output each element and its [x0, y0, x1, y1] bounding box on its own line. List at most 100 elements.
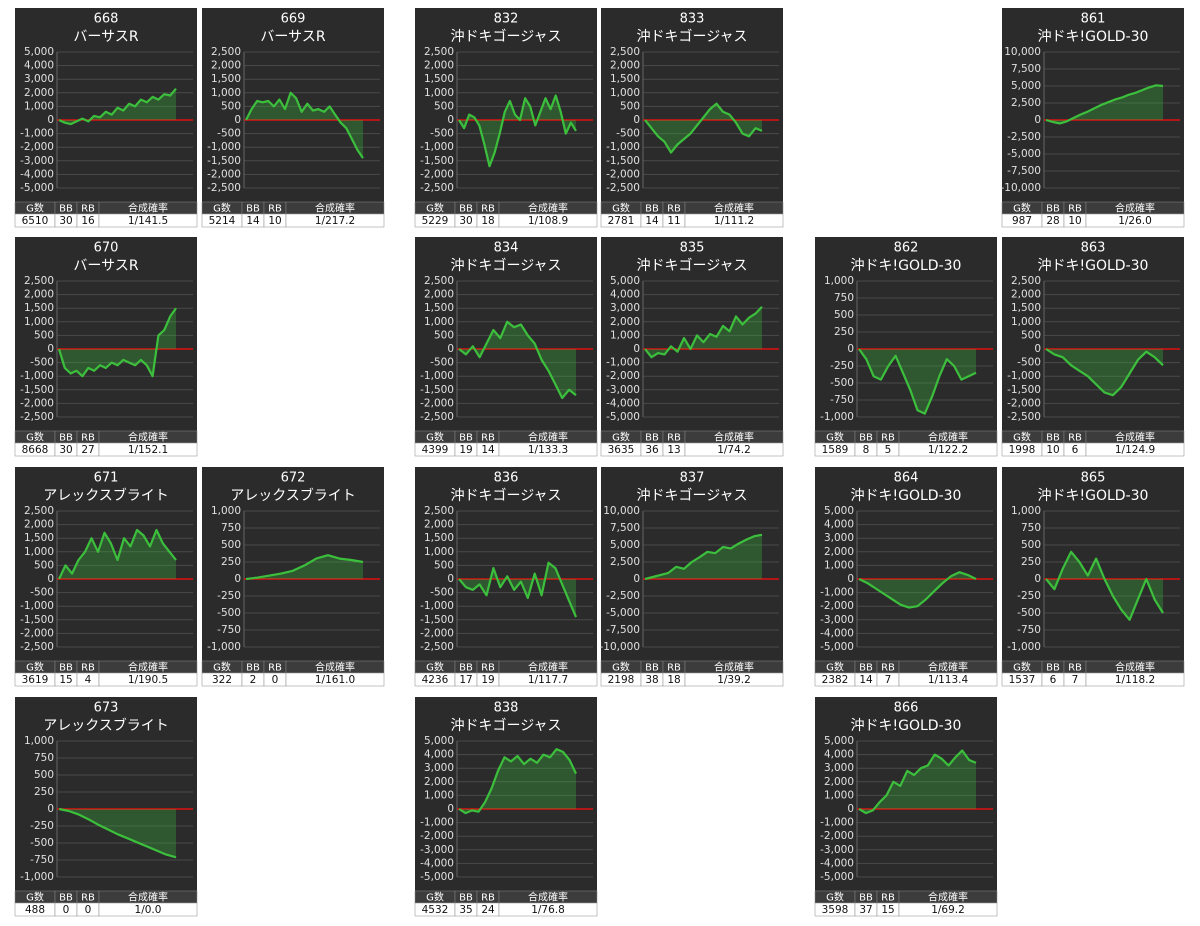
y-tick-label: 4,000: [824, 519, 854, 531]
table-value: 14: [859, 674, 873, 686]
y-tick-label: -2,500: [1007, 131, 1041, 143]
y-tick-label: 750: [834, 292, 854, 304]
y-tick-label: 500: [834, 309, 854, 321]
table-header: G数: [1013, 431, 1031, 444]
table-value: 30: [59, 215, 72, 227]
table-value: 30: [459, 215, 472, 227]
table-value: 5: [885, 444, 892, 456]
y-tick-label: 1,000: [424, 546, 454, 558]
area: [459, 95, 576, 167]
y-tick-label: -1,000: [1007, 641, 1041, 653]
y-tick-label: 250: [834, 326, 854, 338]
y-tick-label: -1,000: [606, 357, 640, 369]
y-tick-label: 5,000: [824, 505, 854, 517]
y-tick-label: -1,000: [420, 817, 454, 829]
y-tick-label: -7,500: [606, 624, 640, 636]
panel-name: アレックスブライト: [230, 487, 356, 504]
y-tick-label: -500: [430, 128, 454, 140]
y-tick-label: -10,000: [1000, 182, 1041, 194]
y-tick-label: -10,000: [599, 641, 640, 653]
line: [1045, 84, 1164, 125]
y-tick-label: 10,000: [603, 505, 640, 517]
y-tick-label: 2,000: [610, 316, 640, 328]
y-tick-label: -2,500: [420, 182, 454, 194]
table-header: BB: [459, 893, 473, 904]
y-tick-label: 250: [221, 556, 241, 568]
panel-number: 836: [494, 471, 519, 486]
panel-name: アレックスブライト: [43, 717, 169, 734]
table-value: 1/113.4: [928, 674, 969, 686]
y-tick-label: -500: [1017, 607, 1041, 619]
y-tick-label: -250: [30, 820, 54, 832]
panel-name: 沖ドキゴージャス: [636, 487, 747, 504]
y-tick-label: 0: [47, 114, 54, 126]
y-tick-label: 1,000: [824, 275, 854, 287]
table-cell: [1085, 442, 1185, 457]
y-tick-label: -1,000: [20, 600, 54, 612]
y-tick-label: -750: [217, 624, 241, 636]
table-value: 4: [85, 674, 92, 686]
panel: [415, 8, 597, 202]
table-value: 10: [268, 215, 281, 227]
table-header: 合成確率: [128, 202, 168, 215]
table-header: G数: [26, 202, 44, 215]
table-value: 1/161.0: [315, 674, 355, 686]
table-header: G数: [826, 661, 844, 674]
y-tick-label: -2,000: [20, 141, 54, 153]
y-tick-label: -3,000: [606, 384, 640, 396]
y-tick-label: 500: [221, 539, 241, 551]
y-tick-label: -750: [830, 394, 854, 406]
table-header: G数: [213, 661, 231, 674]
y-tick-label: 750: [1021, 522, 1041, 534]
table-header: 合成確率: [128, 661, 168, 674]
y-tick-label: -2,000: [820, 830, 854, 842]
y-tick-label: -250: [217, 590, 241, 602]
area: [1046, 349, 1163, 396]
y-tick-label: -1,000: [820, 587, 854, 599]
table-header: BB: [59, 433, 73, 444]
y-tick-label: 2,500: [424, 46, 454, 58]
y-tick-label: 2,000: [24, 519, 54, 531]
panel: [415, 237, 597, 431]
y-tick-label: 1,000: [211, 505, 241, 517]
y-tick-label: 500: [221, 100, 241, 112]
table-value: 19: [481, 674, 494, 686]
line: [58, 807, 177, 859]
panel-number: 832: [494, 12, 519, 27]
y-tick-label: 0: [1034, 114, 1041, 126]
y-tick-label: -2,000: [606, 168, 640, 180]
panel-number: 863: [1081, 241, 1106, 256]
area: [59, 88, 176, 125]
table-cell: [898, 442, 998, 457]
line: [458, 94, 577, 168]
table-value: 1/118.2: [1115, 674, 1155, 686]
y-tick-label: 1,000: [824, 789, 854, 801]
panel: [415, 697, 597, 891]
y-tick-label: 1,000: [24, 316, 54, 328]
panel: [601, 8, 783, 202]
panel-name: 沖ドキ!GOLD-30: [1038, 29, 1149, 45]
table-value: 3635: [608, 444, 635, 456]
y-tick-label: 2,000: [824, 546, 854, 558]
panel-name: バーサスR: [73, 258, 138, 274]
table-header: 合成確率: [1115, 431, 1155, 444]
table-value: 14: [645, 215, 659, 227]
table-header: 合成確率: [714, 431, 754, 444]
table-header: RB: [81, 663, 95, 674]
panel-number: 866: [894, 701, 919, 716]
table-header: G数: [612, 431, 630, 444]
table-header: 合成確率: [528, 661, 568, 674]
table-header: RB: [81, 893, 95, 904]
panel-number: 671: [94, 471, 119, 486]
y-tick-label: 0: [633, 343, 640, 355]
table-header: 合成確率: [714, 661, 754, 674]
panel-name: 沖ドキ!GOLD-30: [851, 718, 962, 734]
y-tick-label: 2,500: [424, 505, 454, 517]
y-tick-label: 2,500: [1011, 97, 1041, 109]
y-tick-label: 2,000: [424, 519, 454, 531]
y-tick-label: -5,000: [606, 607, 640, 619]
table-header: RB: [481, 433, 495, 444]
table-header: BB: [59, 893, 73, 904]
table-header: RB: [268, 663, 282, 674]
y-tick-label: 2,500: [610, 46, 640, 58]
